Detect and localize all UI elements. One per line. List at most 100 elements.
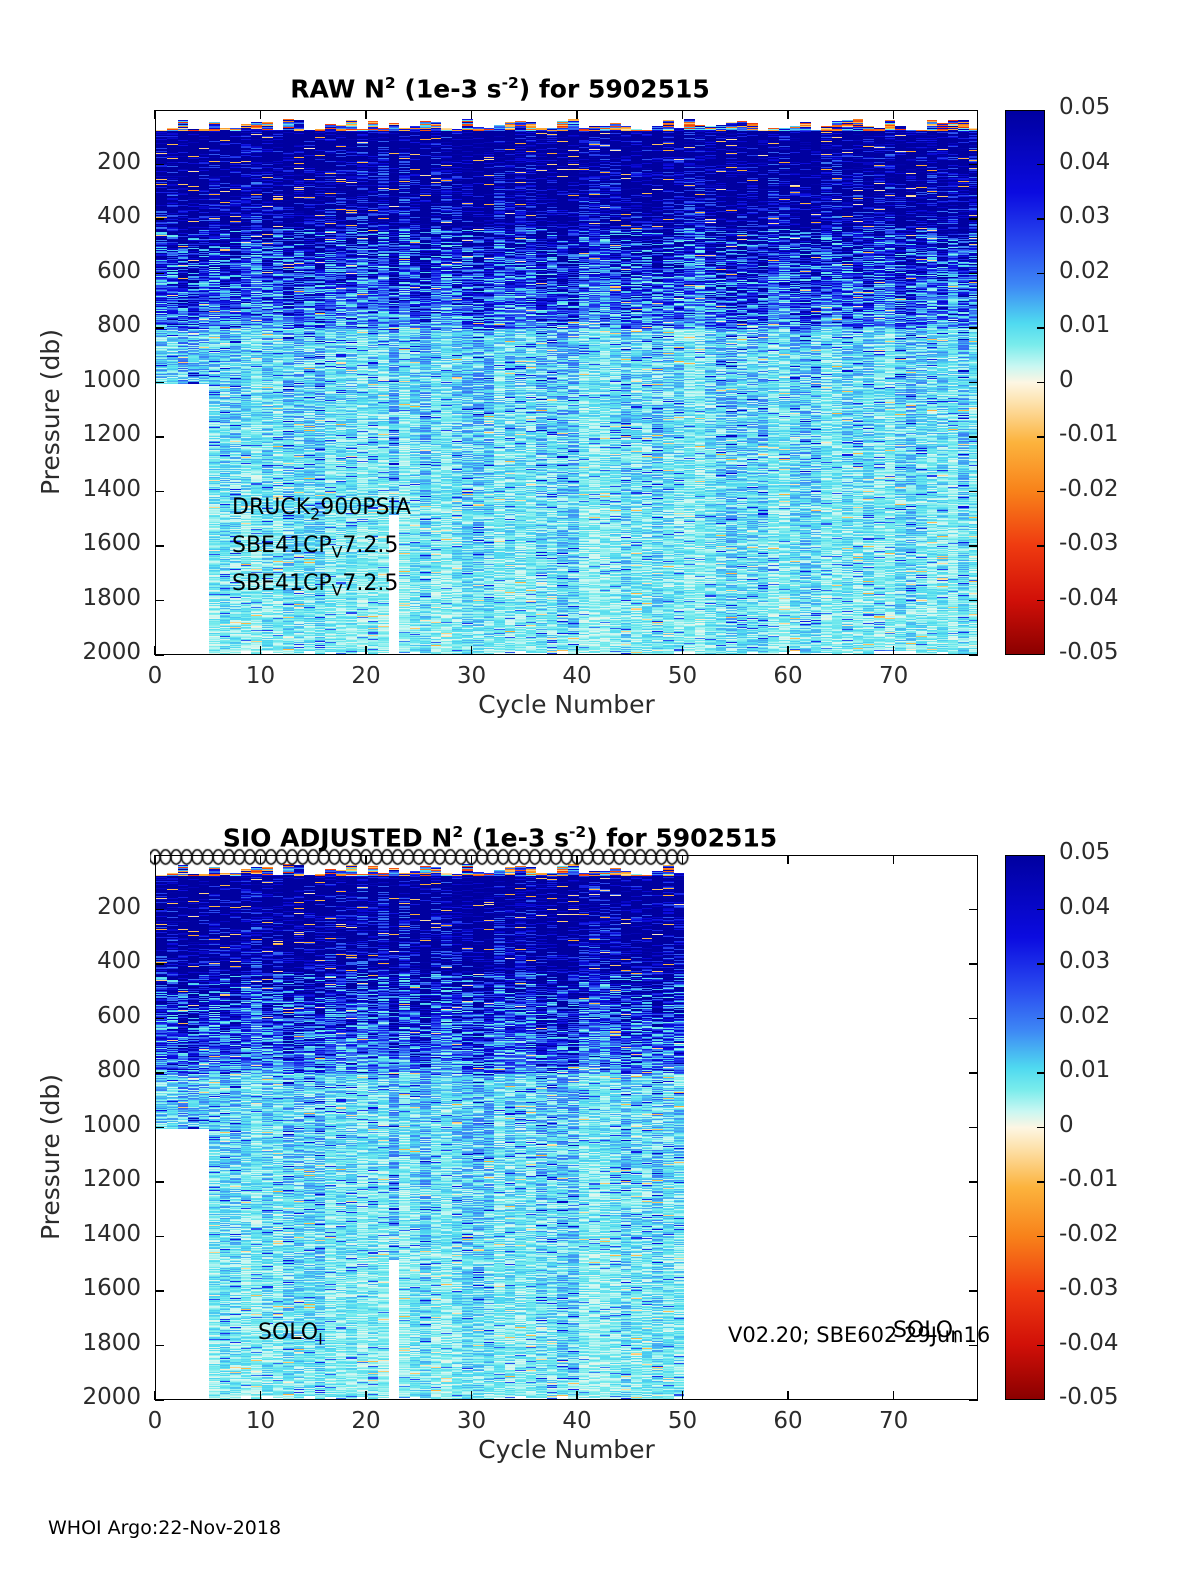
colorbar-tick-label: 0 (1059, 366, 1074, 393)
y-tick (155, 1072, 164, 1074)
x-tick-label: 0 (147, 663, 163, 689)
colorbar-tick (1037, 218, 1045, 220)
x-tick (259, 855, 262, 864)
annotation-ctd-version-2: SBE41CPV7.2.5 (232, 571, 399, 600)
x-tick-label: 30 (456, 663, 487, 689)
y-tick-label: 800 (97, 1057, 141, 1083)
x-tick-label: 0 (147, 1408, 163, 1434)
colorbar-tick-label: -0.05 (1059, 639, 1119, 665)
x-tick (470, 1391, 473, 1400)
y-tick (969, 1017, 978, 1020)
x-tick-label: 50 (667, 663, 698, 689)
y-tick (155, 1344, 164, 1347)
y-tick (969, 327, 978, 329)
colorbar-tick (1037, 436, 1045, 438)
y-tick (155, 327, 164, 329)
y-tick (969, 381, 978, 384)
panel-sio-adjusted-xlabel: Cycle Number (478, 1435, 655, 1464)
x-tick (470, 855, 473, 864)
x-tick (365, 855, 367, 864)
annotation-druck-sensor: DRUCK2900PSIA (232, 495, 411, 524)
y-tick-label: 1600 (82, 1275, 141, 1301)
colorbar-tick-label: 0.05 (1059, 839, 1111, 865)
y-tick (969, 1290, 978, 1292)
colorbar-tick-label: -0.04 (1059, 584, 1119, 611)
colorbar-tick-label: -0.03 (1059, 1275, 1119, 1301)
x-tick-label: 10 (245, 1408, 276, 1434)
x-tick-label: 70 (878, 663, 909, 689)
colorbar-tick-label: -0.01 (1059, 1166, 1119, 1192)
x-tick (365, 1391, 367, 1400)
x-tick (576, 855, 578, 864)
y-tick (969, 908, 978, 911)
y-tick (969, 654, 978, 656)
panel-raw-ylabel: Pressure (db) (36, 329, 65, 495)
colorbar-tick (1037, 163, 1045, 166)
colorbar-tick (1037, 1235, 1045, 1238)
colorbar-tick (1037, 272, 1045, 275)
x-tick-label: 60 (773, 1408, 803, 1434)
x-tick (787, 855, 789, 864)
y-tick (969, 1344, 978, 1347)
x-tick-label: 30 (456, 1408, 487, 1434)
colorbar-tick (1037, 381, 1045, 384)
x-tick-label: 20 (351, 1408, 381, 1434)
y-tick (155, 436, 164, 438)
y-tick (969, 163, 978, 166)
y-tick-label: 1400 (82, 475, 141, 502)
colorbar-tick-label: 0.02 (1059, 1002, 1111, 1029)
y-tick (969, 1126, 978, 1129)
colorbar-tick (1037, 1290, 1045, 1292)
annotation-float-type: SOLOI (258, 1320, 323, 1349)
y-tick (969, 1072, 978, 1074)
colorbar-tick-label: 0.01 (1059, 312, 1111, 338)
y-tick (969, 272, 978, 275)
x-tick (259, 110, 262, 119)
colorbar-tick (1037, 1126, 1045, 1129)
y-tick-label: 800 (97, 312, 141, 338)
colorbar-tick (1037, 545, 1045, 547)
x-tick (892, 1391, 895, 1400)
x-tick (892, 110, 895, 119)
x-tick (365, 646, 367, 655)
x-tick (681, 855, 684, 864)
y-tick (969, 1399, 978, 1401)
y-tick (155, 963, 164, 965)
y-tick-label: 400 (97, 203, 141, 229)
y-tick (155, 1126, 164, 1129)
y-tick (969, 1235, 978, 1238)
colorbar-tick-label: -0.01 (1059, 421, 1119, 447)
y-tick (969, 218, 978, 220)
y-tick (155, 218, 164, 220)
colorbar-tick (1037, 1181, 1045, 1183)
colorbar-tick (1037, 1072, 1045, 1074)
y-tick (155, 163, 164, 166)
panel-sio-adjusted-axes (155, 855, 978, 1400)
x-tick (576, 646, 578, 655)
colorbar-tick-label: 0.04 (1059, 893, 1111, 920)
y-tick (155, 545, 164, 547)
x-tick-label: 40 (562, 1408, 592, 1434)
y-tick (155, 599, 164, 602)
y-tick (155, 1017, 164, 1020)
colorbar-tick-label: 0.02 (1059, 257, 1111, 284)
x-tick-label: 20 (351, 663, 381, 689)
x-tick-label: 10 (245, 663, 276, 689)
x-tick (470, 646, 473, 655)
x-tick-label: 40 (562, 663, 592, 689)
y-tick (155, 490, 164, 493)
colorbar-tick-label: 0.04 (1059, 148, 1111, 175)
colorbar-tick-label: -0.05 (1059, 1384, 1119, 1410)
y-tick-label: 1800 (82, 1329, 141, 1356)
panel-sio-adjusted: SIO ADJUSTED N2 (1e-3 s-2) for 5902515 P… (0, 745, 1200, 1525)
x-tick (154, 646, 156, 655)
colorbar-tick-label: 0.03 (1059, 948, 1111, 974)
y-tick (969, 436, 978, 438)
panel-raw-heatmap (156, 111, 977, 654)
x-tick (787, 646, 789, 655)
annotation-float-type-overlap: SOLOI (893, 1318, 958, 1347)
x-tick (259, 646, 262, 655)
panel-raw: RAW N2 (1e-3 s-2) for 5902515 Pressure (… (0, 0, 1200, 760)
colorbar-tick-label: -0.02 (1059, 475, 1119, 502)
y-tick-label: 600 (97, 257, 141, 284)
